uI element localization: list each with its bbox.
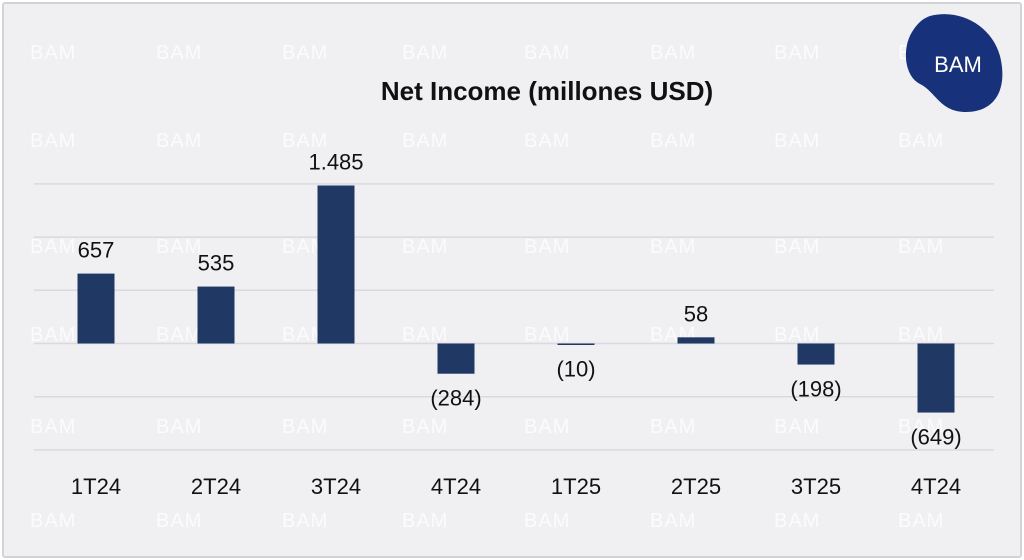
category-label: 4T24 bbox=[911, 474, 961, 499]
data-label: (10) bbox=[556, 357, 595, 382]
bar bbox=[917, 343, 955, 413]
category-label: 1T24 bbox=[71, 474, 121, 499]
category-label: 3T24 bbox=[311, 474, 361, 499]
data-label: (198) bbox=[790, 377, 841, 402]
bar bbox=[677, 337, 715, 344]
data-label: 58 bbox=[684, 301, 708, 326]
bar bbox=[437, 343, 475, 374]
data-label: 1.485 bbox=[308, 149, 363, 174]
category-labels: 1T24 2T24 3T24 4T24 1T25 2T25 3T25 4T24 bbox=[71, 474, 961, 499]
category-label: 1T25 bbox=[551, 474, 601, 499]
logo-blob-shape bbox=[905, 14, 1003, 112]
bar bbox=[77, 273, 115, 344]
category-label: 3T25 bbox=[791, 474, 841, 499]
chart-title: Net Income (millones USD) bbox=[380, 76, 714, 106]
bar bbox=[557, 343, 595, 345]
category-label: 2T24 bbox=[191, 474, 241, 499]
bars bbox=[77, 185, 955, 413]
category-label: 2T25 bbox=[671, 474, 721, 499]
data-label: (284) bbox=[430, 386, 481, 411]
data-label: 535 bbox=[198, 251, 235, 276]
data-labels: 657 535 1.485 (284) (10) 58 (198) (649) bbox=[78, 149, 962, 449]
data-label: (649) bbox=[910, 425, 961, 450]
category-label: 4T24 bbox=[431, 474, 481, 499]
bar-chart: 657 535 1.485 (284) (10) 58 (198) (649) 1T24 2T2… bbox=[34, 149, 994, 499]
bar bbox=[317, 185, 355, 344]
bar bbox=[797, 343, 835, 365]
bam-logo: BAM bbox=[905, 14, 1003, 112]
logo-text: BAM bbox=[934, 52, 982, 77]
gridlines bbox=[34, 183, 994, 451]
data-label: 657 bbox=[78, 238, 115, 263]
bar bbox=[197, 286, 235, 344]
